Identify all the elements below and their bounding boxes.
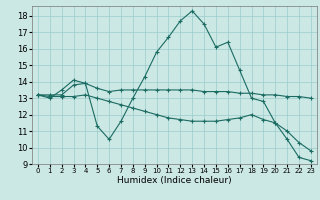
X-axis label: Humidex (Indice chaleur): Humidex (Indice chaleur) [117,176,232,185]
